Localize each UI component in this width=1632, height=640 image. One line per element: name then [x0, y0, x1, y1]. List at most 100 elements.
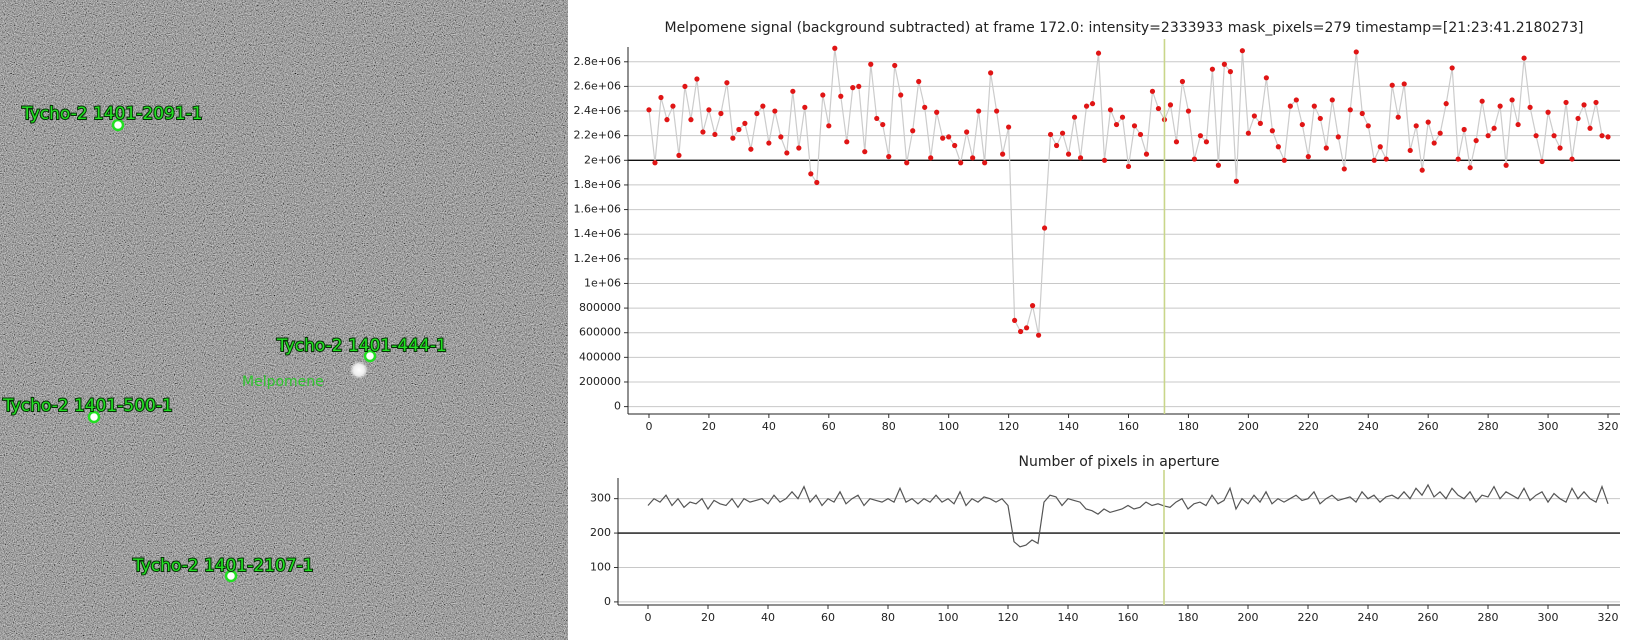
chart: Number of pixels in aperture 0 100 200 300 0 2… [590, 454, 1620, 624]
data-point [1377, 144, 1383, 150]
x-tick-label: 240 [1358, 420, 1379, 433]
data-point [808, 171, 814, 177]
data-point [1509, 97, 1515, 103]
data-point [1059, 130, 1066, 136]
x-tick-label: 140 [1058, 420, 1079, 433]
data-point [658, 94, 664, 101]
data-point [1245, 130, 1251, 136]
data-point [1197, 133, 1204, 139]
data-point [832, 45, 838, 51]
data-point [1485, 133, 1491, 139]
data-point [1251, 113, 1257, 119]
data-point [682, 83, 688, 90]
x-tick-label: 100 [938, 611, 959, 624]
x-tick-label: 200 [1238, 420, 1259, 433]
x-tick-label: 140 [1058, 611, 1079, 624]
data-point [1449, 65, 1455, 71]
data-point [1167, 102, 1174, 108]
data-point [982, 160, 988, 166]
data-point [988, 70, 994, 76]
data-point [1413, 123, 1419, 129]
data-point [1551, 133, 1557, 139]
data-point [1401, 81, 1407, 87]
x-tick-label: 300 [1538, 611, 1559, 624]
data-point [1497, 103, 1503, 109]
data-point [814, 179, 820, 186]
y-tick-label: 1.6e+06 [574, 203, 621, 216]
chart-title: Number of pixels in aperture [1019, 454, 1220, 470]
data-point [910, 128, 916, 134]
data-point [844, 139, 850, 145]
chart: Melpomene signal (background subtracted)… [574, 20, 1620, 433]
data-point [1545, 109, 1551, 115]
data-point [1293, 97, 1299, 103]
x-tick-label: 40 [762, 420, 776, 433]
x-tick-label: 200 [1238, 611, 1259, 624]
y-tick-label: 1e+06 [584, 276, 621, 289]
data-point [1461, 126, 1467, 133]
x-tick-label: 320 [1598, 420, 1619, 433]
x-tick-label: 80 [882, 420, 896, 433]
x-tick-label: 40 [761, 611, 775, 624]
data-point [1149, 88, 1156, 94]
target-label: Melpomene [242, 374, 324, 390]
x-tick-label: 180 [1178, 420, 1199, 433]
data-point [928, 155, 934, 161]
data-point [1527, 104, 1533, 110]
x-tick-label: 160 [1118, 611, 1139, 624]
data-point [856, 83, 862, 90]
y-tick-label: 2e+06 [584, 153, 621, 166]
series-line [647, 483, 1609, 548]
data-point [1012, 317, 1018, 324]
data-point [694, 76, 700, 82]
data-point [1095, 50, 1102, 56]
data-point [1179, 78, 1186, 85]
data-point [1053, 142, 1060, 149]
star-label: Tycho-2 1401-2091-1 [21, 104, 203, 124]
data-point [1299, 121, 1305, 128]
data-point [676, 152, 682, 158]
chart-title: Melpomene signal (background subtracted)… [664, 20, 1583, 36]
data-point [1539, 158, 1545, 165]
data-point [964, 129, 970, 135]
y-tick-label: 2.8e+06 [574, 55, 621, 68]
data-point [1371, 157, 1377, 163]
data-point [1521, 55, 1527, 61]
data-point [1233, 178, 1239, 184]
data-point [1263, 75, 1269, 81]
data-point [904, 160, 910, 166]
data-point [1221, 61, 1227, 67]
data-point [862, 149, 868, 155]
y-tick-label: 1.4e+06 [574, 227, 621, 240]
data-point [1173, 139, 1180, 145]
data-point [1041, 225, 1048, 231]
data-point [1215, 162, 1222, 168]
data-point [1329, 97, 1335, 103]
data-point [754, 110, 760, 117]
data-point [850, 85, 856, 91]
data-point [1389, 82, 1395, 88]
data-point [880, 121, 886, 128]
data-point [1035, 332, 1042, 338]
data-point [1479, 98, 1485, 104]
star-marker [111, 118, 125, 132]
data-point [1239, 48, 1245, 54]
data-point [946, 134, 952, 140]
x-tick-label: 320 [1598, 611, 1619, 624]
data-point [1359, 110, 1365, 117]
data-point [1587, 125, 1593, 131]
x-tick-label: 20 [702, 420, 716, 433]
data-point [1257, 120, 1263, 126]
y-tick-label: 2.4e+06 [574, 104, 621, 117]
data-point [796, 145, 802, 151]
asteroid-blob [350, 361, 368, 379]
data-point [1203, 139, 1210, 145]
data-point [940, 135, 946, 141]
x-tick-label: 300 [1538, 420, 1559, 433]
data-point [1353, 49, 1359, 55]
y-tick-label: 0 [614, 400, 621, 413]
star-label: Tycho-2 1401-2107-1 [132, 556, 314, 576]
sky-image: Tycho-2 1401-2091-1 Tycho-2 1401-444-1 M… [0, 0, 568, 640]
x-tick-label: 280 [1478, 420, 1499, 433]
data-point [970, 155, 976, 161]
